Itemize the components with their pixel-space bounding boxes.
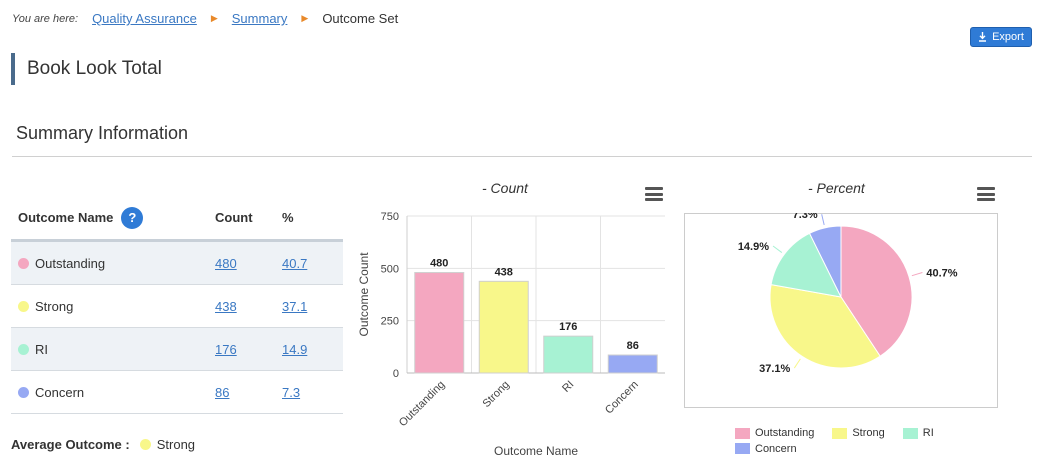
download-icon (979, 32, 987, 42)
y-tick-label: 0 (393, 368, 399, 380)
breadcrumb: You are here: Quality Assurance ▶ Summar… (12, 11, 398, 26)
y-axis-title: Outcome Count (357, 252, 371, 337)
x-tick-label: Strong (480, 379, 511, 410)
page-title: Book Look Total (11, 53, 162, 85)
legend-label: RI (922, 427, 934, 439)
count-link[interactable]: 480 (215, 255, 237, 271)
legend-swatch (902, 427, 918, 439)
section-title: Summary Information (16, 123, 189, 143)
pie-connector (772, 245, 783, 253)
x-axis-title: Outcome Name (494, 444, 578, 458)
outcome-name: Outstanding (35, 255, 106, 271)
pie-connector (911, 272, 923, 277)
breadcrumb-prefix: You are here: (12, 12, 79, 25)
table-header: Outcome Name ? Count % (11, 196, 343, 242)
export-label: Export (992, 31, 1024, 43)
y-tick-label: 500 (381, 263, 399, 275)
y-tick-label: 250 (381, 316, 399, 328)
breadcrumb-link-summary[interactable]: Summary (231, 11, 288, 26)
legend-item[interactable]: Concern (735, 442, 797, 456)
table-row: RI 176 14.9 (11, 328, 343, 371)
x-tick-label: Concern (603, 379, 641, 417)
column-header-count: Count (215, 210, 253, 225)
pie-chart: 40.7% 37.1% 14.9% 7.3% (684, 213, 998, 408)
export-button[interactable]: Export (970, 27, 1032, 47)
bar (543, 335, 594, 374)
pie-connector (821, 214, 825, 226)
legend-swatch (735, 427, 750, 439)
legend-item[interactable]: Outstanding (735, 426, 814, 440)
legend-label: Strong (852, 427, 885, 439)
percent-link[interactable]: 7.3 (282, 384, 301, 400)
percent-link[interactable]: 40.7 (282, 255, 308, 271)
percent-link[interactable]: 14.9 (282, 341, 308, 357)
bar-chart-menu-icon[interactable] (645, 187, 663, 201)
bar-data-label: 86 (627, 340, 639, 352)
pie-slice (770, 232, 842, 298)
bar-chart-title: - Count (482, 180, 528, 196)
table-row: Strong 438 37.1 (11, 285, 343, 328)
bar (478, 280, 529, 374)
x-tick-label: RI (560, 379, 576, 395)
table-row: Concern 86 7.3 (11, 371, 343, 414)
count-link[interactable]: 438 (215, 298, 237, 314)
column-header-outcome-name: Outcome Name (18, 210, 114, 225)
bar (607, 354, 658, 374)
pie-slice (769, 283, 881, 369)
breadcrumb-arrow-icon: ▶ (301, 13, 309, 23)
legend-item[interactable]: Strong (832, 426, 885, 440)
legend-swatch (832, 427, 848, 439)
breadcrumb-current: Outcome Set (322, 11, 399, 26)
y-tick-label: 750 (381, 211, 399, 223)
bar (414, 272, 465, 374)
pie-slice (808, 225, 842, 298)
outcome-table: Outcome Name ? Count % Outstanding 480 4… (11, 196, 343, 414)
average-outcome-value: Strong (156, 437, 196, 452)
table-row: Outstanding 480 40.7 (11, 242, 343, 285)
pie-chart-title: - Percent (808, 180, 865, 196)
breadcrumb-arrow-icon: ▶ (210, 13, 218, 23)
count-link[interactable]: 86 (215, 384, 230, 400)
outcome-name: RI (35, 341, 48, 357)
bar-chart: 0 250 500 750 480 Outstanding 438 Strong 176 RI 86… (357, 211, 665, 458)
legend-label: Concern (755, 442, 797, 455)
x-tick-label: Outstanding (397, 379, 447, 429)
bar-data-label: 480 (430, 258, 448, 270)
outcome-name: Concern (35, 384, 85, 400)
outcome-color-dot (18, 343, 29, 355)
breadcrumb-link-quality-assurance[interactable]: Quality Assurance (92, 11, 197, 26)
bar-data-label: 176 (559, 321, 577, 333)
count-link[interactable]: 176 (215, 341, 237, 357)
average-outcome-label: Average Outcome : (11, 437, 130, 452)
outcome-color-dot (18, 300, 29, 312)
outcome-color-dot (18, 257, 29, 269)
legend-item[interactable]: RI (902, 426, 934, 440)
help-icon[interactable]: ? (121, 206, 144, 229)
bar-data-label: 438 (495, 266, 513, 278)
pie-data-label: 40.7% (926, 268, 957, 280)
pie-data-label: 7.3% (793, 213, 818, 221)
section-divider (12, 156, 1032, 157)
average-outcome: Average Outcome : Strong (11, 437, 195, 452)
legend-label: Outstanding (755, 427, 815, 439)
outcome-name: Strong (35, 298, 74, 314)
pie-connector (793, 358, 801, 369)
legend-swatch (735, 443, 750, 454)
average-outcome-dot (139, 439, 151, 450)
pie-legend: Outstanding Strong RI Concern (735, 426, 995, 457)
column-header-percent: % (282, 210, 294, 225)
pie-data-label: 14.9% (738, 241, 769, 253)
pie-data-label: 37.1% (759, 363, 790, 375)
pie-chart-menu-icon[interactable] (977, 187, 995, 201)
outcome-color-dot (18, 386, 29, 398)
percent-link[interactable]: 37.1 (282, 298, 308, 314)
